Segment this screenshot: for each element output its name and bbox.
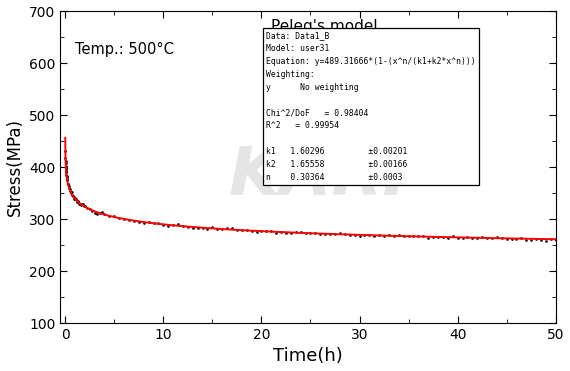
- Text: Peleg's model: Peleg's model: [271, 19, 377, 34]
- Text: Temp.: 500°C: Temp.: 500°C: [75, 42, 174, 57]
- Y-axis label: Stress(MPa): Stress(MPa): [6, 118, 23, 216]
- Text: KARI: KARI: [229, 144, 408, 209]
- X-axis label: Time(h): Time(h): [273, 348, 343, 365]
- Text: Data: Data1_B
Model: user31
Equation: y=489.31666*(1-(x^n/(k1+k2*x^n)))
Weightin: Data: Data1_B Model: user31 Equation: y=…: [266, 31, 475, 182]
